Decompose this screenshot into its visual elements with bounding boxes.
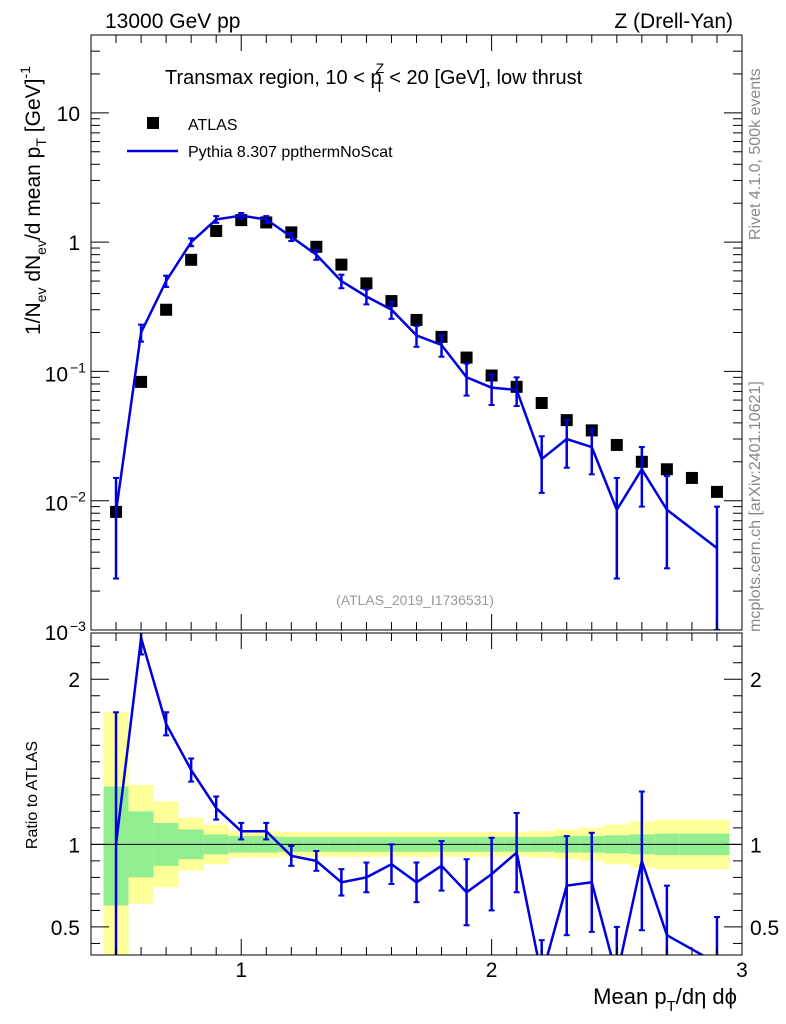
ylabel-part-g: [GeV] xyxy=(22,79,45,139)
atlas-data-point xyxy=(410,313,423,326)
main-y-tick-label: 1 xyxy=(68,232,80,255)
main-y-tick-exponent: −2 xyxy=(70,489,86,505)
ratio-y-tick-label-left: 1 xyxy=(68,834,80,857)
ratio-uncertainty-bands xyxy=(103,712,730,955)
atlas-data-point xyxy=(685,471,698,484)
ratio-y-tick-label-right: 2 xyxy=(750,669,762,692)
atlas-data-point xyxy=(160,303,173,316)
legend-atlas-label: ATLAS xyxy=(188,117,238,134)
ratio-axis-ticks xyxy=(90,633,743,955)
atlas-data-point xyxy=(135,375,148,388)
mcplots-reference-label: mcplots.cern.ch [arXiv:2401.10621] xyxy=(747,381,764,632)
x-tick-label: 3 xyxy=(736,959,748,982)
main-title-sup: Z xyxy=(376,60,385,76)
ylabel-part-d: ev xyxy=(33,240,49,255)
ylabel-part-f: T xyxy=(33,138,49,147)
ratio-y-tick-label-right: 0.5 xyxy=(750,917,779,940)
analysis-watermark: (ATLAS_2019_I1736531) xyxy=(336,592,494,608)
ratio-panel: 2 2 1 1 0.5 0.5 1 2 3 Ratio to ATLAS Mean pT/dη… xyxy=(24,632,779,1015)
legend-atlas-marker xyxy=(147,117,159,129)
pythia-series-line xyxy=(114,214,718,550)
xlabel-part-b: T xyxy=(667,998,676,1015)
main-title-suffix: < 20 [GeV], low thrust xyxy=(384,67,583,89)
main-title-prefix: Transmax region, 10 < p xyxy=(165,67,382,89)
main-title-sub: T xyxy=(375,79,384,95)
xlabel-part-a: Mean p xyxy=(593,984,666,1009)
main-y-tick-label: 10 xyxy=(45,622,68,645)
atlas-data-point xyxy=(610,438,623,451)
rivet-version-label: Rivet 4.1.0, 500k events xyxy=(747,68,764,240)
ylabel-part-h: -1 xyxy=(17,66,33,79)
ylabel-part-c: dN xyxy=(22,255,45,288)
x-tick-label: 2 xyxy=(486,959,498,982)
ratio-panel-frame xyxy=(90,632,743,956)
x-axis-label: Mean pT/dη dϕ xyxy=(593,984,737,1015)
ylabel-part-a: 1/N xyxy=(22,302,45,335)
main-y-tick-label: 10 xyxy=(57,103,80,126)
ratio-y-tick-label-left: 0.5 xyxy=(51,917,80,940)
atlas-data-point xyxy=(535,396,548,409)
main-y-tick-label: 10 xyxy=(45,493,68,516)
main-y-tick-exponent: −1 xyxy=(70,359,86,375)
header-right-label: Z (Drell-Yan) xyxy=(614,10,733,33)
main-y-tick-label: 10 xyxy=(45,363,68,386)
atlas-data-point xyxy=(210,224,223,237)
xlabel-part-c: /dη dϕ xyxy=(676,984,737,1009)
x-tick-label: 1 xyxy=(235,959,247,982)
ratio-y-tick-label-left: 2 xyxy=(68,669,80,692)
ratio-y-tick-label-right: 1 xyxy=(750,834,762,857)
ylabel-part-b: ev xyxy=(33,288,49,303)
x-tick-labels: 1 2 3 xyxy=(235,959,747,982)
atlas-data-point xyxy=(335,258,348,271)
ratio-series-layer xyxy=(113,633,720,955)
atlas-data-point xyxy=(660,463,673,476)
main-y-tick-exponent: −3 xyxy=(70,618,86,634)
header-left-label: 13000 GeV pp xyxy=(105,10,240,33)
main-y-axis-label: 1/Nev dNev/d mean pT [GeV]-1 xyxy=(17,66,49,335)
atlas-data-point xyxy=(185,253,198,266)
atlas-data-point xyxy=(460,351,473,364)
main-axis-ticks xyxy=(90,34,743,631)
ratio-y-tick-labels: 2 2 1 1 0.5 0.5 xyxy=(51,669,779,940)
legend-pythia-label: Pythia 8.307 ppthermNoScat xyxy=(188,144,393,161)
main-series-layer xyxy=(110,212,723,630)
main-title: Transmax region, 10 < pZ T < 20 [GeV], lo… xyxy=(165,60,583,95)
atlas-data-point xyxy=(710,485,723,498)
ratio-series-line xyxy=(114,637,705,955)
atlas-data-point xyxy=(360,277,373,290)
ylabel-part-e: /d mean p xyxy=(22,147,45,240)
ratio-y-axis-label: Ratio to ATLAS xyxy=(24,741,41,849)
legend: ATLAS Pythia 8.307 ppthermNoScat xyxy=(127,117,393,161)
